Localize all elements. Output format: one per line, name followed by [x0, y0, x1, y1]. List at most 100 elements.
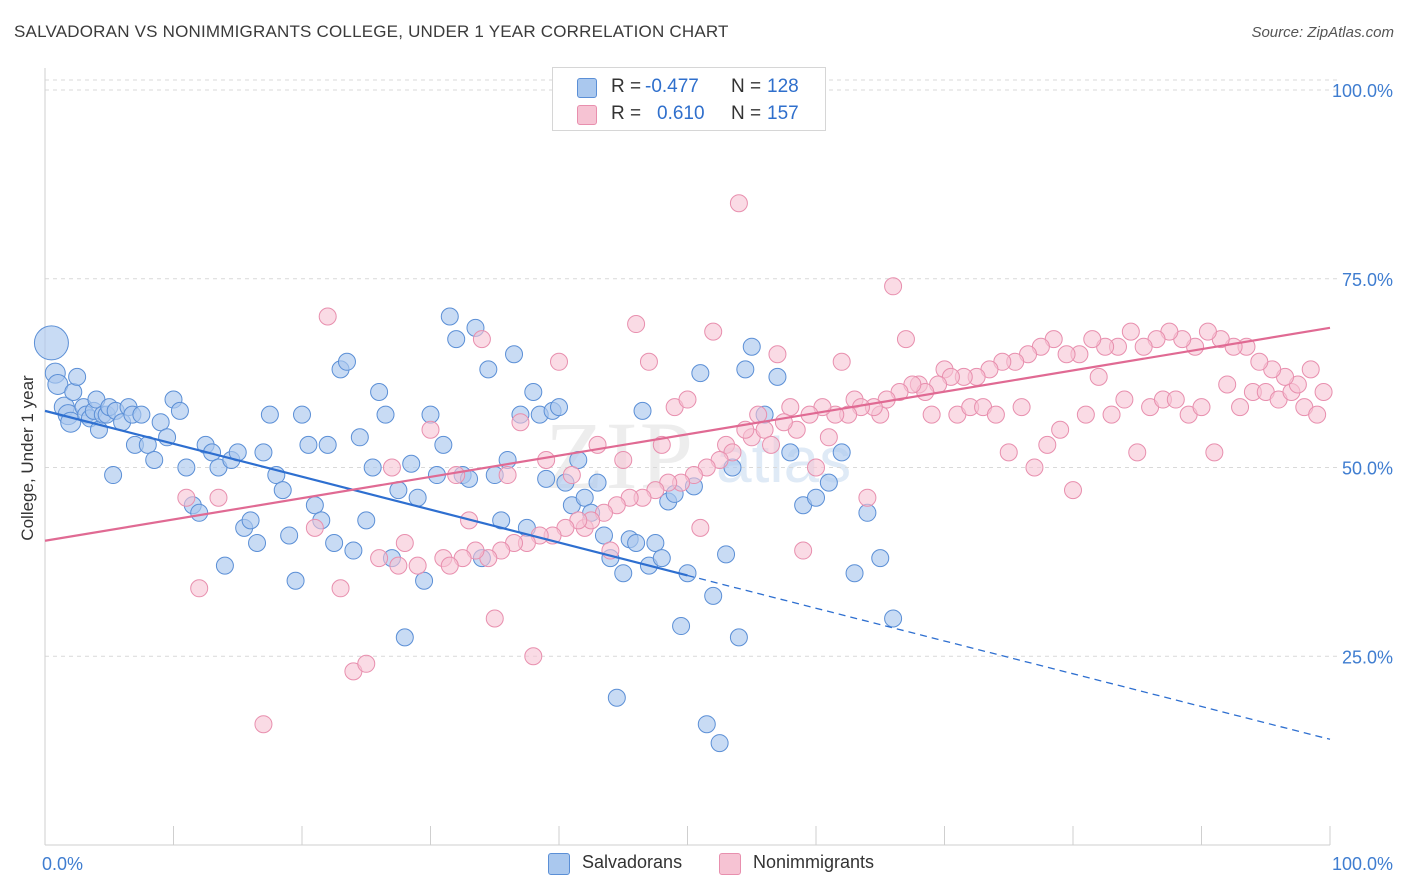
nonimmigrant-point: [357, 654, 376, 673]
nonimmigrant-point: [1057, 345, 1076, 364]
salvadoran-point: [742, 337, 761, 356]
salvadoran-point: [421, 405, 440, 424]
salvadoran-point: [447, 330, 466, 349]
nonimmigrant-point: [177, 488, 196, 507]
nonimmigrant-point: [691, 518, 710, 537]
salvadoran-point: [819, 473, 838, 492]
x-tick-label: 100.0%: [1332, 854, 1393, 874]
nonimmigrant-point: [1038, 435, 1057, 454]
nonimmigrant-point: [305, 518, 324, 537]
legend-n-label: N =: [731, 103, 762, 124]
nonimmigrant-point: [511, 413, 530, 432]
nonimmigrant-point: [370, 549, 389, 568]
bottom-legend-swatch-pink: [719, 853, 741, 875]
salvadoran-point: [614, 564, 633, 583]
salvadorans-trend-line: [44, 409, 688, 577]
nonimmigrant-point: [614, 450, 633, 469]
salvadoran-point: [434, 435, 453, 454]
salvadoran-point: [357, 511, 376, 530]
nonimmigrant-point: [1051, 420, 1070, 439]
nonimmigrant-point: [421, 420, 440, 439]
salvadoran-point: [293, 405, 311, 424]
salvadoran-point: [350, 428, 369, 447]
chart-source: Source: ZipAtlas.com: [1251, 24, 1394, 41]
nonimmigrant-point: [755, 420, 774, 439]
bottom-legend-label: Salvadorans: [582, 852, 683, 872]
salvadoran-point: [299, 435, 318, 454]
y-tick-label: 100.0%: [1332, 81, 1393, 101]
nonimmigrants-points: [177, 194, 1333, 734]
nonimmigrant-point: [485, 609, 504, 628]
nonimmigrant-point: [1012, 398, 1031, 417]
x-tick-label: 0.0%: [42, 854, 83, 874]
salvadoran-point: [505, 345, 524, 364]
nonimmigrant-point: [1198, 322, 1217, 341]
salvadoran-point: [318, 435, 337, 454]
salvadoran-point: [646, 534, 665, 552]
salvadoran-point: [170, 401, 189, 420]
nonimmigrant-point: [832, 352, 851, 371]
nonimmigrant-point: [768, 345, 787, 364]
salvadoran-point: [64, 383, 83, 401]
salvadoran-point: [537, 469, 556, 488]
y-axis-title: College, Under 1 year: [18, 375, 37, 541]
legend-r-label: R =: [611, 103, 642, 124]
bottom-legend-label: Nonimmigrants: [753, 852, 875, 872]
nonimmigrant-point: [652, 435, 671, 454]
salvadoran-point: [286, 571, 305, 590]
nonimmigrant-point: [704, 322, 723, 341]
nonimmigrant-point: [1102, 405, 1121, 424]
chart-title: SALVADORAN VS NONIMMIGRANTS COLLEGE, UND…: [14, 22, 729, 41]
nonimmigrant-point: [498, 466, 517, 485]
nonimmigrant-point: [922, 405, 941, 424]
nonimmigrant-point: [1128, 443, 1147, 462]
tick-labels: 100.0% 75.0% 50.0% 25.0% 0.0% 100.0%: [42, 81, 1393, 874]
salvadoran-point: [858, 503, 877, 522]
nonimmigrant-point: [1205, 443, 1224, 462]
salvadoran-point: [104, 466, 123, 485]
nonimmigrant-point: [1301, 360, 1320, 379]
salvadoran-point: [588, 473, 607, 492]
salvadoran-point: [273, 481, 292, 500]
salvadoran-point: [479, 360, 498, 379]
salvadoran-point: [627, 534, 646, 552]
salvadoran-point: [241, 511, 260, 530]
salvadoran-point: [337, 352, 356, 371]
salvadoran-point: [845, 564, 864, 583]
correlation-legend: R = -0.477 N = 128 R = 0.610 N = 157: [552, 67, 826, 131]
salvadoran-point: [607, 688, 626, 707]
nonimmigrant-point: [395, 534, 414, 552]
salvadoran-point: [672, 617, 691, 636]
legend-swatch-pink: [577, 105, 597, 125]
salvadoran-point: [177, 458, 196, 477]
nonimmigrant-point: [1192, 398, 1211, 417]
nonimmigrant-point: [1121, 322, 1140, 341]
nonimmigrant-point: [729, 194, 748, 213]
salvadoran-point: [260, 405, 279, 424]
salvadoran-point: [415, 571, 434, 590]
salvadoran-point: [440, 307, 459, 326]
salvadoran-point: [325, 534, 344, 552]
nonimmigrant-point: [550, 352, 568, 371]
salvadoran-point: [550, 398, 568, 417]
salvadoran-point: [575, 488, 594, 507]
nonimmigrant-point: [678, 390, 697, 409]
legend-r-label: R =: [611, 76, 642, 97]
salvadoran-point: [370, 383, 389, 401]
bottom-legend-swatch-blue: [548, 853, 570, 875]
nonimmigrant-point: [472, 330, 491, 349]
legend-n-value: 128: [767, 76, 799, 97]
nonimmigrant-point: [562, 466, 581, 485]
salvadoran-point: [652, 549, 671, 568]
salvadoran-point: [305, 496, 324, 515]
salvadoran-point: [710, 734, 729, 753]
nonimmigrant-point: [447, 466, 466, 485]
salvadoran-point: [395, 628, 414, 647]
salvadoran-point: [190, 503, 209, 522]
trend-lines: [44, 326, 1331, 740]
salvadoran-point: [717, 545, 736, 564]
nonimmigrant-point: [190, 579, 209, 598]
nonimmigrant-point: [524, 647, 543, 666]
salvadorans-trend-extension: [687, 574, 1331, 740]
